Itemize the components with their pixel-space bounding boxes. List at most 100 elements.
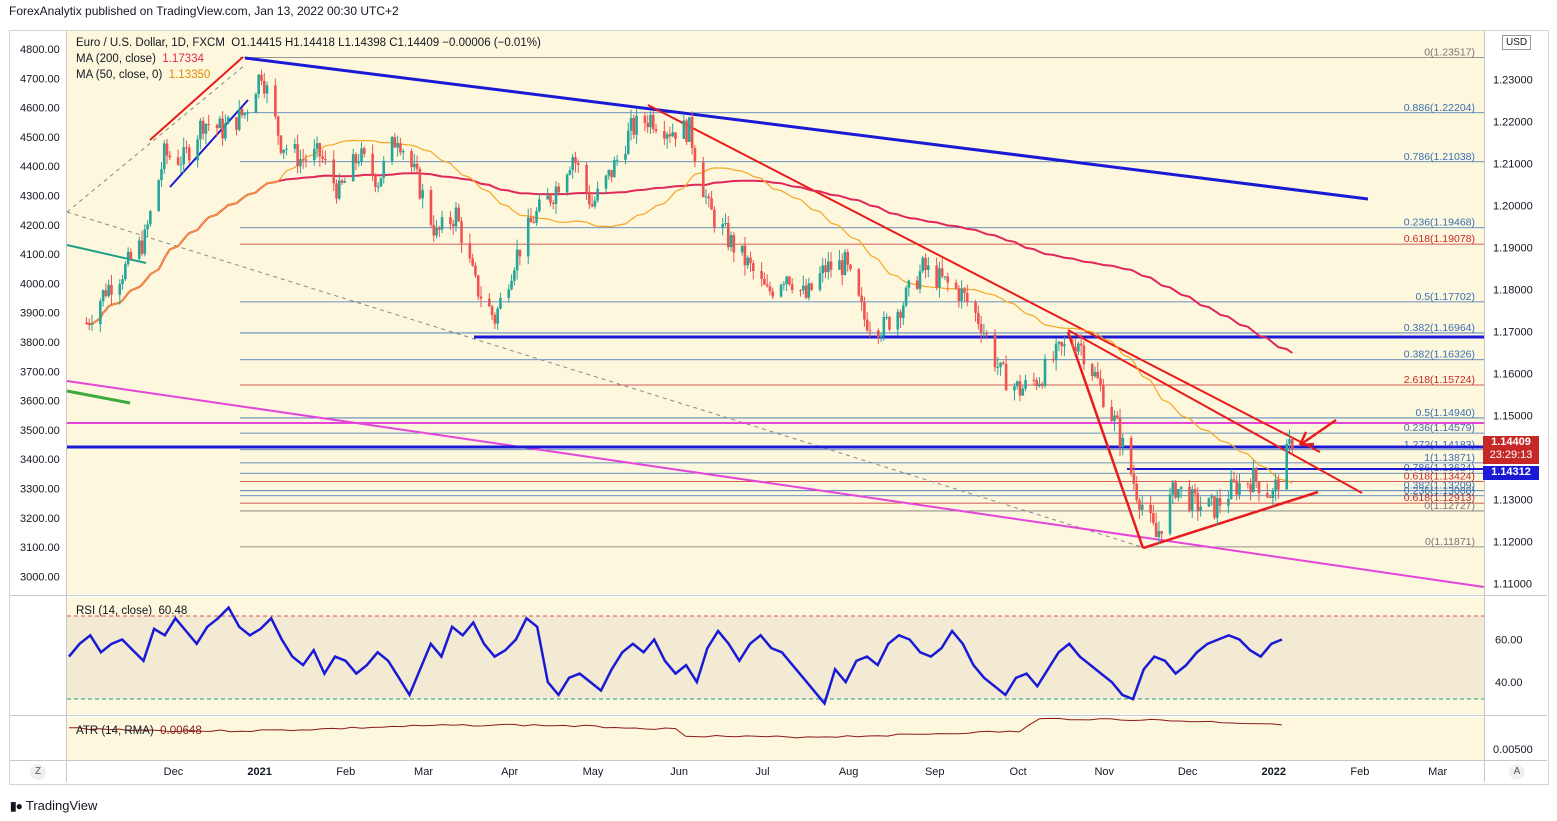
- candle-body: [888, 316, 891, 330]
- candle-body: [1135, 483, 1138, 501]
- candle-body: [274, 85, 277, 117]
- candle-body: [1021, 388, 1025, 396]
- zoom-button[interactable]: Z: [30, 764, 46, 780]
- atr-pane-bg: [67, 717, 1484, 760]
- candle-body: [496, 308, 499, 324]
- candle-body: [726, 222, 730, 248]
- currency-button[interactable]: USD: [1502, 35, 1532, 50]
- left-axis-tick: 3000.00: [20, 571, 60, 583]
- candle-body: [101, 290, 105, 302]
- candle-body: [643, 115, 647, 123]
- candle-body: [1174, 482, 1177, 498]
- candle-body: [918, 271, 922, 289]
- candle-body: [1110, 406, 1113, 421]
- atr-value: 0.00648: [160, 725, 202, 737]
- x-axis-tick: Aug: [839, 766, 859, 778]
- candle-body: [376, 186, 380, 188]
- candle-body: [576, 163, 580, 166]
- candle-body: [535, 211, 538, 223]
- atr-legend[interactable]: ATR (14, RMA) 0.00648: [76, 725, 202, 737]
- candle-body: [207, 124, 210, 126]
- candle-body: [649, 114, 652, 128]
- legend-ma50-value: 1.13350: [168, 69, 211, 81]
- candle-body: [1285, 443, 1289, 490]
- candle-body: [1235, 480, 1239, 495]
- candle-body: [515, 249, 519, 271]
- candle-body: [877, 330, 880, 338]
- candle-body: [1004, 363, 1008, 391]
- legend-ma200-label[interactable]: MA (200, close): [76, 53, 156, 65]
- candle-body: [304, 159, 308, 161]
- candle-body: [688, 117, 691, 142]
- candle-body: [301, 159, 305, 161]
- candle-body: [440, 217, 444, 230]
- candle-body: [296, 144, 299, 167]
- candle-body: [488, 298, 491, 307]
- candle-body: [549, 195, 552, 203]
- candle-body: [185, 147, 188, 149]
- candle-body: [510, 280, 513, 290]
- candle-body: [604, 175, 608, 189]
- candle-body: [568, 170, 572, 175]
- fib-level-label: 0.618(1.12913): [1404, 492, 1475, 504]
- candle-body: [182, 147, 185, 165]
- rsi-legend[interactable]: RSI (14, close) 60.48: [76, 605, 187, 617]
- candle-body: [771, 291, 775, 297]
- candle-body: [1229, 479, 1233, 499]
- candle-body: [1054, 343, 1058, 361]
- candle-body: [90, 324, 94, 326]
- footer-brand[interactable]: ▮● TradingView: [10, 798, 97, 813]
- candle-body: [701, 162, 705, 198]
- candle-body: [979, 324, 983, 334]
- candle-body: [1271, 490, 1275, 499]
- candle-body: [1024, 379, 1027, 389]
- rsi-axis-tick: 60.00: [1495, 635, 1523, 647]
- candle-body: [588, 191, 591, 205]
- candle-body: [479, 296, 483, 299]
- candle-body: [1079, 343, 1083, 346]
- candle-body: [1168, 494, 1172, 534]
- candle-body: [935, 265, 938, 288]
- candle-body: [779, 285, 783, 297]
- left-axis-tick: 3800.00: [20, 337, 60, 349]
- candle-body: [804, 285, 808, 298]
- candle-body: [196, 139, 199, 161]
- candle-body: [415, 163, 419, 169]
- candle-body: [1207, 497, 1211, 507]
- candle-body: [1060, 341, 1063, 347]
- left-axis-tick: 3300.00: [20, 484, 60, 496]
- candle-body: [204, 124, 208, 134]
- candle-body: [237, 108, 241, 130]
- candle-body: [476, 275, 480, 297]
- candle-body: [1290, 439, 1294, 450]
- x-axis-tick: Jun: [670, 766, 688, 778]
- candle-body: [765, 284, 769, 287]
- right-axis-tick: 1.20000: [1493, 200, 1533, 212]
- candle-body: [324, 158, 327, 160]
- x-axis-tick: Feb: [1350, 766, 1369, 778]
- candle-body: [1063, 344, 1066, 347]
- candle-body: [646, 122, 649, 128]
- legend-ma50-label[interactable]: MA (50, close, 0): [76, 69, 163, 81]
- last-price-tag: 1.14409 23:29:13: [1483, 436, 1539, 464]
- candle-body: [335, 183, 338, 199]
- candle-body: [246, 112, 249, 114]
- candle-body: [401, 151, 405, 153]
- auto-scale-button[interactable]: A: [1509, 764, 1525, 780]
- ma50-line: [86, 139, 1293, 484]
- right-axis-tick: 1.23000: [1493, 74, 1533, 86]
- publish-header: ForexAnalytix published on TradingView.c…: [9, 4, 399, 18]
- fib-level-label: 0.618(1.13424): [1404, 471, 1475, 483]
- candle-body: [282, 149, 286, 153]
- x-axis-tick: Jul: [755, 766, 769, 778]
- legend-symbol: Euro / U.S. Dollar, 1D, FXCM: [76, 37, 225, 49]
- candle-body: [1102, 385, 1105, 407]
- candle-body: [1093, 371, 1097, 377]
- candle-body: [1288, 439, 1291, 444]
- left-axis-tick: 4200.00: [20, 220, 60, 232]
- candle-body: [902, 305, 905, 319]
- candle-body: [1149, 504, 1152, 514]
- candle-body: [260, 74, 263, 81]
- candle-body: [1218, 498, 1222, 506]
